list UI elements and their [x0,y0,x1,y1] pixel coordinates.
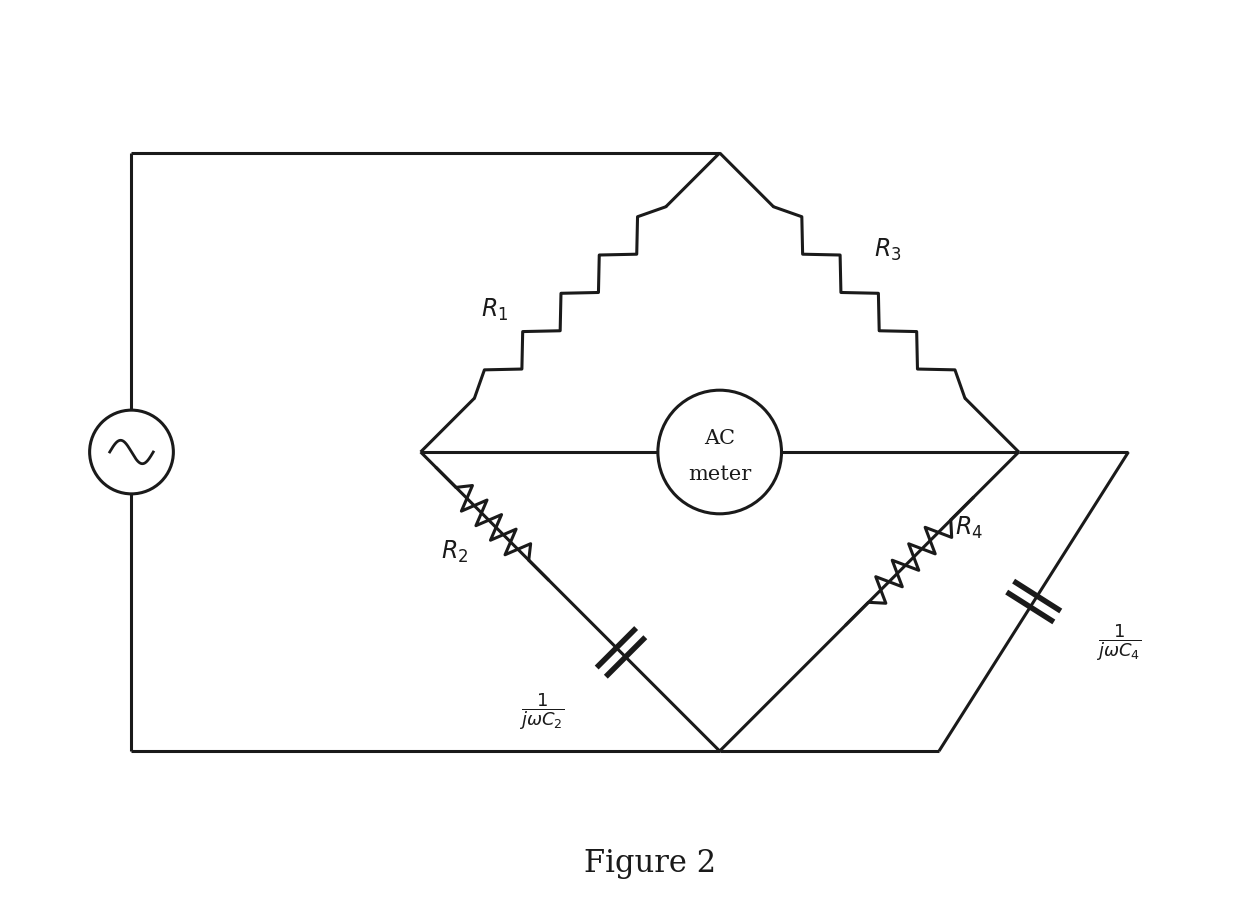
Text: $\dfrac{1}{j\omega C_4}$: $\dfrac{1}{j\omega C_4}$ [1096,621,1141,662]
Text: $R_1$: $R_1$ [481,296,508,322]
Text: $R_3$: $R_3$ [875,236,902,262]
Text: $\dfrac{1}{j\omega C_2}$: $\dfrac{1}{j\omega C_2}$ [518,690,564,731]
Text: AC: AC [705,428,735,447]
Text: $R_4$: $R_4$ [955,514,983,540]
Text: Figure 2: Figure 2 [584,847,716,879]
Text: meter: meter [689,465,752,483]
Circle shape [658,391,781,514]
Circle shape [90,410,173,494]
Text: $R_2$: $R_2$ [441,538,468,564]
